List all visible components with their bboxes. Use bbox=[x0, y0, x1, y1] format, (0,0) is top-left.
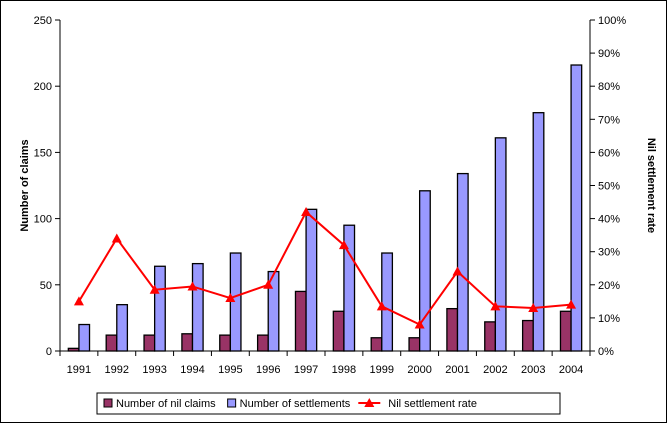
bar-settlements-1994 bbox=[191, 262, 204, 352]
y2-tick-label: 0% bbox=[598, 346, 614, 358]
y2-tick-label: 30% bbox=[598, 247, 620, 259]
y2-tick-label: 50% bbox=[598, 181, 620, 193]
marker-rate-1992 bbox=[111, 233, 122, 243]
bar-nil-claims-1996 bbox=[256, 334, 269, 352]
bar-settlements-1997 bbox=[305, 208, 318, 352]
bar-settlements-2001 bbox=[456, 172, 469, 352]
bar-settlements-1991 bbox=[78, 323, 91, 352]
y2-tick-label: 70% bbox=[598, 114, 620, 126]
bar-settlements-1999 bbox=[381, 252, 394, 352]
x-tick-label: 2001 bbox=[445, 364, 469, 376]
marker-rate-1998 bbox=[338, 240, 349, 250]
legend-marker bbox=[364, 398, 375, 407]
bar-settlements-1993 bbox=[153, 265, 166, 352]
y2-tick-label: 100% bbox=[598, 15, 626, 27]
marker-rate-1999 bbox=[376, 301, 387, 311]
y2-tick-label: 10% bbox=[598, 313, 620, 325]
y2-tick-label: 40% bbox=[598, 214, 620, 226]
marker-rate-2001 bbox=[452, 266, 463, 276]
bar-settlements-2003 bbox=[532, 112, 545, 352]
bar-nil-claims-2001 bbox=[446, 307, 459, 352]
bar-settlements-1992 bbox=[116, 304, 129, 352]
x-tick-label: 1999 bbox=[370, 364, 394, 376]
bar-nil-claims-1992 bbox=[105, 334, 118, 352]
x-tick-label: 1991 bbox=[67, 364, 91, 376]
x-tick-label: 1998 bbox=[332, 364, 356, 376]
bar-nil-claims-1999 bbox=[370, 337, 383, 352]
x-tick-label: 2002 bbox=[483, 364, 507, 376]
marker-rate-2002 bbox=[490, 301, 501, 311]
bar-nil-claims-1997 bbox=[294, 290, 307, 352]
marker-rate-1996 bbox=[263, 279, 274, 289]
line-nil-settlement-rate bbox=[78, 210, 572, 326]
bar-nil-claims-2004 bbox=[559, 310, 572, 352]
legend-label: Number of settlements bbox=[240, 398, 351, 410]
bar-nil-claims-2000 bbox=[408, 337, 421, 352]
x-tick-label: 2004 bbox=[559, 364, 583, 376]
x-tick-label: 1994 bbox=[180, 364, 204, 376]
x-tick-label: 1997 bbox=[294, 364, 318, 376]
bar-nil-claims-2002 bbox=[484, 321, 497, 352]
y2-tick-label: 90% bbox=[598, 48, 620, 60]
legend-label: Nil settlement rate bbox=[388, 398, 477, 410]
marker-rate-1995 bbox=[225, 293, 236, 303]
legend-swatch bbox=[103, 398, 113, 408]
marker-rate-2003 bbox=[528, 302, 539, 312]
x-tick-label: 1993 bbox=[142, 364, 166, 376]
x-tick-label: 1996 bbox=[256, 364, 280, 376]
marker-rate-2000 bbox=[414, 319, 425, 329]
bar-nil-claims-1995 bbox=[219, 334, 232, 352]
marker-rate-1994 bbox=[187, 281, 198, 291]
y-tick-label: 50 bbox=[40, 280, 52, 292]
legend-swatch bbox=[227, 398, 237, 408]
y-tick-label: 0 bbox=[46, 346, 52, 358]
y2-tick-label: 60% bbox=[598, 147, 620, 159]
y-axis-title: Number of claims bbox=[19, 139, 31, 231]
x-tick-label: 1992 bbox=[105, 364, 129, 376]
bar-settlements-2002 bbox=[494, 137, 507, 352]
y2-tick-label: 20% bbox=[598, 280, 620, 292]
bar-nil-claims-2003 bbox=[521, 319, 534, 352]
x-tick-label: 2003 bbox=[521, 364, 545, 376]
marker-rate-1991 bbox=[73, 296, 84, 306]
y-tick-label: 250 bbox=[34, 15, 52, 27]
bar-nil-claims-1993 bbox=[143, 334, 156, 352]
y-tick-label: 200 bbox=[34, 81, 52, 93]
bar-nil-claims-1998 bbox=[332, 310, 345, 352]
y2-axis-title: Nil settlement rate bbox=[645, 138, 657, 233]
legend bbox=[96, 392, 561, 415]
legend-label: Number of nil claims bbox=[116, 398, 216, 410]
marker-rate-1997 bbox=[301, 206, 312, 216]
y-tick-label: 150 bbox=[34, 147, 52, 159]
marker-rate-1993 bbox=[149, 284, 160, 294]
x-tick-label: 2000 bbox=[407, 364, 431, 376]
marker-rate-2004 bbox=[566, 299, 577, 309]
x-tick-label: 1995 bbox=[218, 364, 242, 376]
y2-tick-label: 80% bbox=[598, 81, 620, 93]
bar-nil-claims-1994 bbox=[181, 333, 194, 352]
y-tick-label: 100 bbox=[34, 214, 52, 226]
